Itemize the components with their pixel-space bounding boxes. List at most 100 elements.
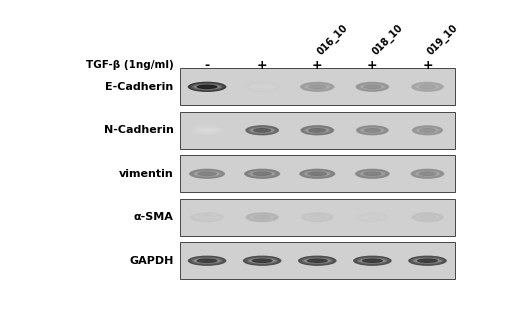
Ellipse shape <box>300 256 335 265</box>
Ellipse shape <box>307 128 327 132</box>
Ellipse shape <box>194 84 221 90</box>
Ellipse shape <box>251 85 273 89</box>
Ellipse shape <box>302 126 333 135</box>
Ellipse shape <box>363 86 381 88</box>
Ellipse shape <box>253 173 271 175</box>
Ellipse shape <box>195 259 220 263</box>
Ellipse shape <box>301 82 334 91</box>
Ellipse shape <box>308 84 327 89</box>
Ellipse shape <box>412 257 443 264</box>
Ellipse shape <box>358 170 387 178</box>
Ellipse shape <box>192 126 222 135</box>
Ellipse shape <box>416 127 439 133</box>
Ellipse shape <box>248 83 277 91</box>
Ellipse shape <box>359 170 386 177</box>
Ellipse shape <box>419 128 436 133</box>
Ellipse shape <box>356 257 389 265</box>
Ellipse shape <box>413 213 442 222</box>
Ellipse shape <box>363 128 381 133</box>
Ellipse shape <box>303 213 331 221</box>
Ellipse shape <box>308 128 326 133</box>
Ellipse shape <box>361 259 384 262</box>
Ellipse shape <box>362 128 383 132</box>
Ellipse shape <box>196 84 218 89</box>
Ellipse shape <box>308 215 326 220</box>
Ellipse shape <box>356 82 389 92</box>
Ellipse shape <box>198 86 216 87</box>
Ellipse shape <box>244 256 281 265</box>
Ellipse shape <box>364 86 381 88</box>
Ellipse shape <box>188 256 226 266</box>
Ellipse shape <box>252 215 272 219</box>
Ellipse shape <box>308 260 326 261</box>
Ellipse shape <box>418 215 438 219</box>
Ellipse shape <box>305 171 330 176</box>
Ellipse shape <box>358 83 387 91</box>
FancyBboxPatch shape <box>180 112 455 149</box>
Ellipse shape <box>250 84 274 90</box>
Ellipse shape <box>414 83 442 91</box>
Ellipse shape <box>413 258 442 264</box>
Ellipse shape <box>194 171 220 176</box>
Ellipse shape <box>354 256 391 265</box>
Ellipse shape <box>418 215 436 220</box>
Ellipse shape <box>192 125 223 136</box>
Ellipse shape <box>307 215 327 219</box>
Ellipse shape <box>353 256 392 266</box>
Text: GAPDH: GAPDH <box>129 256 173 266</box>
Text: N-Cadherin: N-Cadherin <box>104 125 173 135</box>
Ellipse shape <box>361 172 384 176</box>
Ellipse shape <box>414 258 441 263</box>
Ellipse shape <box>303 258 332 264</box>
Ellipse shape <box>359 127 386 134</box>
Ellipse shape <box>188 82 226 92</box>
Ellipse shape <box>416 128 439 133</box>
Ellipse shape <box>358 213 387 222</box>
Ellipse shape <box>249 171 276 177</box>
Ellipse shape <box>197 215 217 219</box>
Ellipse shape <box>308 173 326 175</box>
Ellipse shape <box>362 215 383 219</box>
Ellipse shape <box>197 215 216 220</box>
Ellipse shape <box>362 85 383 89</box>
Ellipse shape <box>415 214 440 220</box>
Ellipse shape <box>247 82 278 91</box>
Ellipse shape <box>246 82 278 91</box>
Ellipse shape <box>415 171 440 177</box>
Ellipse shape <box>196 259 218 262</box>
Ellipse shape <box>410 256 445 265</box>
Ellipse shape <box>413 126 443 135</box>
Ellipse shape <box>418 86 436 88</box>
Ellipse shape <box>412 169 443 178</box>
Ellipse shape <box>415 259 440 263</box>
Ellipse shape <box>309 129 326 131</box>
Ellipse shape <box>361 85 384 89</box>
Ellipse shape <box>418 85 438 89</box>
Text: +: + <box>312 59 323 71</box>
Ellipse shape <box>419 129 436 132</box>
Ellipse shape <box>361 215 384 220</box>
Ellipse shape <box>362 172 383 175</box>
Ellipse shape <box>195 215 220 220</box>
Ellipse shape <box>307 215 328 219</box>
Ellipse shape <box>190 169 224 178</box>
Ellipse shape <box>194 214 220 220</box>
FancyBboxPatch shape <box>180 155 455 192</box>
Ellipse shape <box>299 169 335 179</box>
Ellipse shape <box>303 83 332 91</box>
Ellipse shape <box>249 258 276 263</box>
Ellipse shape <box>251 259 274 262</box>
Ellipse shape <box>302 82 333 91</box>
Ellipse shape <box>416 259 439 262</box>
Ellipse shape <box>357 169 388 178</box>
Ellipse shape <box>416 215 439 220</box>
Ellipse shape <box>247 170 278 178</box>
Ellipse shape <box>306 259 329 262</box>
Ellipse shape <box>250 172 274 176</box>
Ellipse shape <box>249 127 276 134</box>
Ellipse shape <box>196 172 218 175</box>
Ellipse shape <box>253 84 271 89</box>
Ellipse shape <box>414 213 442 221</box>
Ellipse shape <box>417 215 438 219</box>
Ellipse shape <box>360 84 385 90</box>
